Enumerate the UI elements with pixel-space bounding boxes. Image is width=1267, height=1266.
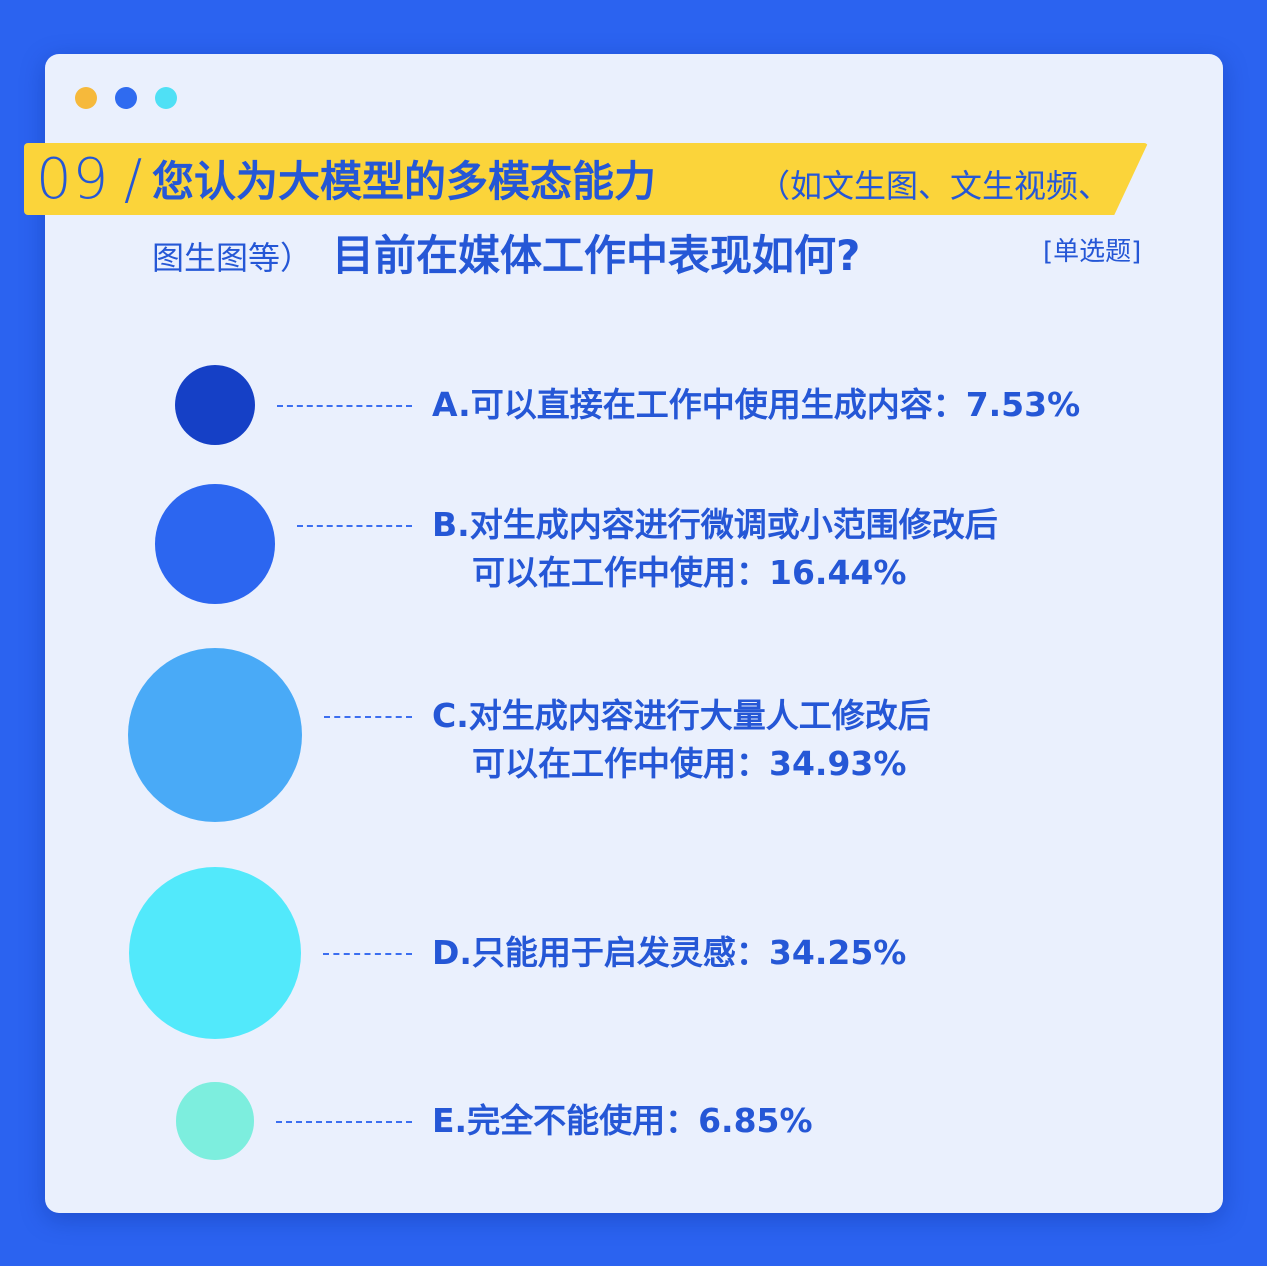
leader-line-c [324, 716, 412, 718]
option-label-line: B.对生成内容进行微调或小范围修改后 [432, 505, 998, 544]
question-title-aside-continued: 图生图等） [152, 239, 313, 277]
option-label-e: E.完全不能使用：6.85% [432, 1097, 813, 1145]
leader-line-d [323, 953, 412, 955]
title-highlight-band [24, 143, 1148, 215]
bubble-b [155, 484, 275, 604]
leader-line-b [296, 525, 412, 527]
window-dot-blue-icon [115, 87, 137, 109]
single-choice-tag: [单选题] [1043, 237, 1142, 267]
option-label-d: D.只能用于启发灵感：34.25% [432, 929, 906, 977]
option-label-line-2: 可以在工作中使用：34.93% [472, 744, 907, 783]
leader-line-a [277, 405, 412, 407]
option-label-a: A.可以直接在工作中使用生成内容：7.53% [432, 381, 1080, 429]
option-label-c: C.对生成内容进行大量人工修改后可以在工作中使用：34.93% [432, 692, 931, 788]
question-slash: / [124, 148, 143, 211]
bubble-c [128, 648, 302, 822]
bubble-a [174, 364, 256, 446]
option-label-line: C.对生成内容进行大量人工修改后 [432, 696, 931, 735]
bubble-d [128, 866, 302, 1040]
option-label-line: E.完全不能使用：6.85% [432, 1101, 813, 1140]
bubble-e [176, 1082, 254, 1160]
leader-line-e [275, 1121, 412, 1123]
option-label-line: A.可以直接在工作中使用生成内容：7.53% [432, 385, 1081, 424]
question-title-main: 您认为大模型的多模态能力 [152, 157, 657, 206]
window-dot-yellow-icon [75, 87, 97, 109]
window-dot-cyan-icon [155, 87, 177, 109]
question-title-aside: （如文生图、文生视频、 [758, 167, 1111, 205]
question-number: 09 [36, 147, 110, 212]
option-label-b: B.对生成内容进行微调或小范围修改后可以在工作中使用：16.44% [432, 501, 998, 597]
option-label-line: D.只能用于启发灵感：34.25% [432, 933, 907, 972]
question-title-main-continued: 目前在媒体工作中表现如何? [332, 231, 861, 280]
option-label-line-2: 可以在工作中使用：16.44% [472, 553, 907, 592]
